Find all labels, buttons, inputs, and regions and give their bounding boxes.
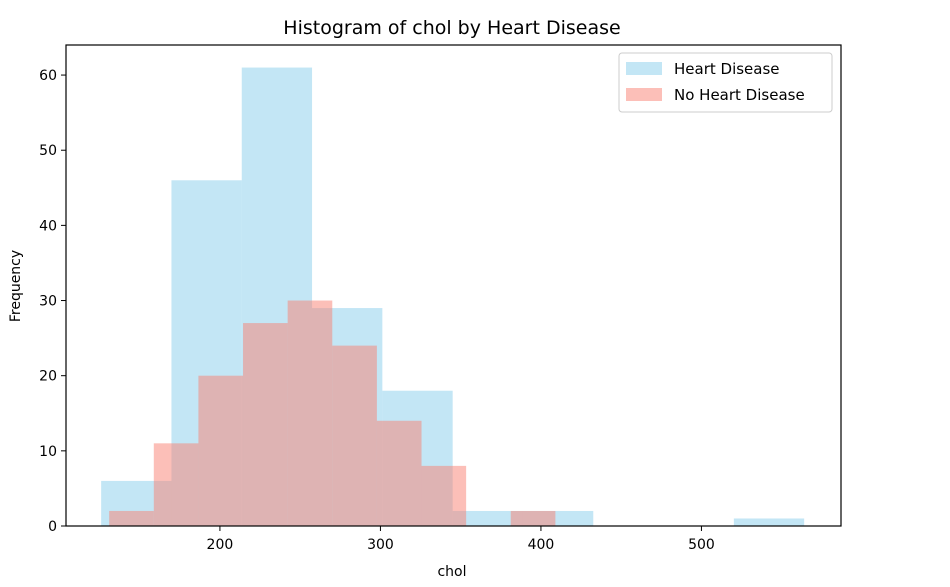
x-tick-label-500: 500 bbox=[688, 537, 715, 553]
y-axis-label: Frequency bbox=[8, 250, 24, 322]
y-tick-label-20: 20 bbox=[39, 369, 57, 385]
chart-title: Histogram of chol by Heart Disease bbox=[283, 17, 620, 39]
legend-frame bbox=[618, 52, 833, 113]
bar-heart-disease-5 bbox=[452, 510, 523, 526]
y-tick-label-30: 30 bbox=[39, 294, 57, 310]
bars-layer bbox=[101, 67, 805, 526]
y-axis-ticks: 0 10 20 30 40 50 60 bbox=[39, 68, 66, 535]
legend: Heart Disease No Heart Disease bbox=[618, 52, 833, 113]
y-tick-label-60: 60 bbox=[39, 68, 57, 84]
legend-swatch-no-heart-disease bbox=[626, 88, 662, 101]
y-tick-label-0: 0 bbox=[48, 519, 57, 535]
y-tick-label-50: 50 bbox=[39, 143, 57, 159]
bar-no-heart-disease-1 bbox=[153, 443, 199, 526]
bar-no-heart-disease-7 bbox=[421, 465, 467, 526]
plot-frame bbox=[65, 44, 842, 527]
legend-label-no-heart-disease: No Heart Disease bbox=[674, 86, 805, 104]
x-axis-ticks: 200 300 400 500 bbox=[207, 526, 715, 553]
bar-no-heart-disease-2 bbox=[198, 375, 244, 526]
x-tick-label-300: 300 bbox=[367, 537, 394, 553]
bar-no-heart-disease-5 bbox=[332, 345, 377, 526]
y-tick-label-40: 40 bbox=[39, 218, 57, 234]
bar-no-heart-disease-0 bbox=[109, 510, 154, 526]
bar-no-heart-disease-3 bbox=[243, 323, 288, 526]
x-axis-label: chol bbox=[437, 564, 466, 580]
bar-no-heart-disease-9 bbox=[510, 510, 556, 526]
x-tick-label-200: 200 bbox=[207, 537, 234, 553]
legend-swatch-heart-disease bbox=[626, 62, 662, 75]
bar-no-heart-disease-6 bbox=[376, 420, 422, 526]
legend-label-heart-disease: Heart Disease bbox=[674, 60, 780, 78]
bar-no-heart-disease-4 bbox=[287, 300, 333, 526]
bar-heart-disease-9 bbox=[733, 518, 805, 526]
x-tick-label-400: 400 bbox=[528, 537, 555, 553]
y-tick-label-10: 10 bbox=[39, 444, 57, 460]
